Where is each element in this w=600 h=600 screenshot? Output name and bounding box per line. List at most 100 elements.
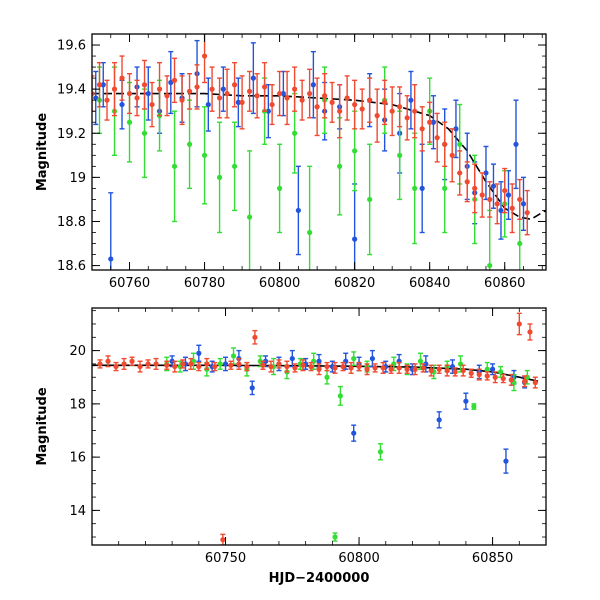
data-point (388, 366, 394, 372)
data-point (463, 398, 469, 404)
data-point (231, 82, 238, 88)
data-point (314, 104, 320, 110)
data-point (503, 458, 509, 464)
data-point (292, 86, 298, 92)
data-point (494, 201, 500, 207)
data-point (449, 152, 455, 158)
data-point (97, 361, 103, 367)
data-point (520, 201, 527, 207)
data-point (104, 97, 110, 103)
data-point (517, 240, 523, 247)
data-point (428, 367, 434, 374)
data-point (201, 53, 208, 59)
data-point (468, 370, 474, 376)
data-point (307, 229, 313, 236)
data-point (93, 95, 99, 101)
y-tick-label: 18.6 (57, 259, 86, 274)
data-point (427, 119, 433, 125)
data-point (168, 79, 174, 86)
data-point (513, 141, 519, 147)
data-point (404, 366, 410, 372)
data-point (216, 95, 223, 101)
data-point (212, 363, 218, 370)
data-point (351, 355, 357, 362)
data-point (489, 366, 496, 372)
data-point (498, 207, 504, 214)
data-point (169, 358, 175, 364)
data-point (340, 363, 346, 370)
data-point (164, 93, 170, 99)
data-point (246, 88, 253, 94)
x-tick-label: 60800 (259, 276, 300, 291)
data-point (134, 95, 140, 101)
data-point (490, 183, 497, 189)
data-point (423, 361, 429, 367)
data-point (498, 369, 504, 375)
data-point (472, 185, 478, 191)
data-point (262, 358, 269, 364)
data-point (196, 350, 202, 356)
data-point (487, 262, 493, 269)
data-point (389, 108, 395, 114)
data-point (216, 174, 223, 180)
data-point (308, 363, 314, 370)
data-point (145, 361, 151, 367)
data-point (471, 403, 477, 410)
x-tick-label: 60850 (472, 551, 513, 566)
data-point (284, 95, 290, 101)
data-point (329, 99, 335, 105)
data-point (265, 108, 271, 114)
data-point (372, 365, 378, 371)
data-point (201, 152, 208, 158)
data-point (126, 90, 133, 97)
data-point (246, 214, 253, 220)
y-tick-label: 19.2 (57, 127, 86, 142)
data-point (96, 82, 103, 88)
data-point (484, 373, 490, 379)
data-point (261, 84, 268, 90)
data-point (186, 141, 193, 147)
x-tick-label: 60820 (334, 276, 375, 291)
data-point (352, 148, 358, 154)
data-point (164, 362, 170, 368)
data-point (179, 97, 185, 103)
data-point (100, 82, 106, 88)
data-point (108, 256, 114, 262)
data-point (412, 366, 418, 372)
y-tick-label: 14 (69, 504, 86, 519)
y-tick-label: 20 (69, 344, 86, 359)
data-point (324, 374, 330, 380)
data-point (254, 93, 260, 99)
data-point (188, 361, 194, 367)
data-point (369, 355, 376, 362)
data-point (476, 371, 482, 378)
data-point (276, 361, 282, 367)
top-panel: 60760 60780 60800 60820 60840 60860 18.6 18.8 19… (35, 33, 547, 291)
y-tick-label: 19.6 (57, 39, 86, 54)
data-point (442, 141, 448, 147)
data-point (119, 75, 125, 81)
data-point (277, 185, 283, 191)
data-point (442, 185, 448, 191)
data-point (277, 90, 283, 97)
data-point (180, 361, 186, 367)
data-point (269, 101, 275, 108)
x-tick-label: 60860 (484, 276, 525, 291)
data-point (299, 97, 305, 103)
data-point (121, 361, 127, 367)
data-point (380, 365, 386, 371)
data-point (337, 393, 343, 399)
data-point (337, 108, 343, 114)
data-point (516, 321, 522, 327)
data-point (419, 185, 425, 191)
data-point (257, 358, 263, 364)
data-point (137, 363, 143, 370)
data-point (397, 152, 403, 158)
data-point (209, 86, 215, 92)
x-tick-label: 60840 (409, 276, 450, 291)
data-point (220, 86, 226, 92)
x-tick-label: 60800 (338, 551, 379, 566)
data-point (171, 77, 178, 83)
data-point (382, 99, 388, 105)
